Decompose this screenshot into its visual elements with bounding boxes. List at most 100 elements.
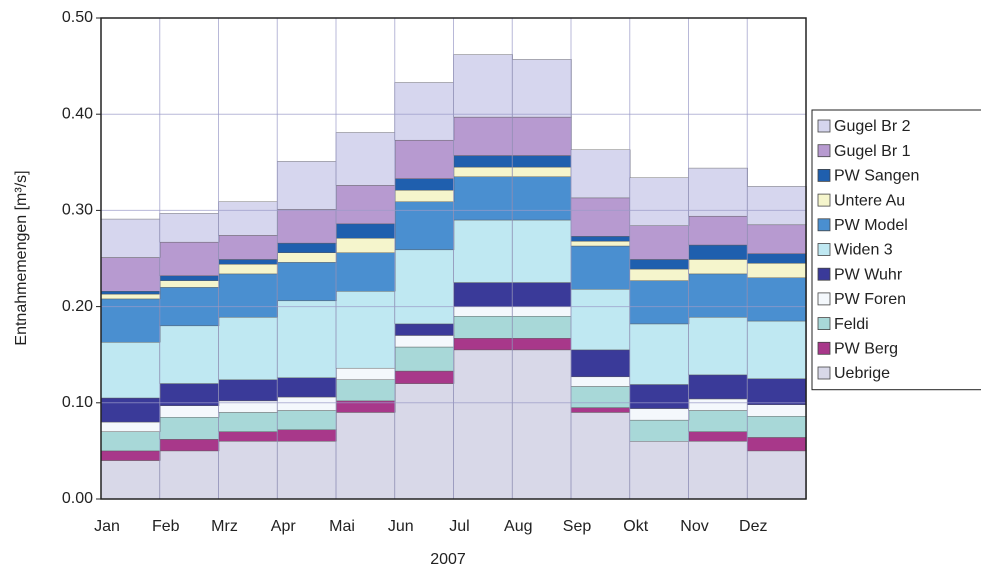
area-segment <box>629 419 690 442</box>
y-tick-label: 0.00 <box>62 490 93 507</box>
area-segment <box>688 215 748 246</box>
area-segment <box>570 349 631 378</box>
area-segment <box>570 240 631 247</box>
x-tick-label: Jan <box>94 518 120 535</box>
area-segment <box>159 450 220 500</box>
x-axis-label: 2007 <box>430 551 466 568</box>
area-segment <box>688 259 748 275</box>
area-segment <box>218 412 278 432</box>
legend-label: PW Sangen <box>834 168 919 185</box>
area-segment <box>218 273 278 318</box>
area-segment <box>335 412 396 500</box>
legend-swatch <box>817 144 831 158</box>
x-tick-label: Apr <box>271 518 297 535</box>
y-tick-label: 0.20 <box>62 298 93 315</box>
area-segment <box>512 306 572 317</box>
area-segment <box>688 398 748 411</box>
area-segment <box>335 185 396 225</box>
area-segment <box>747 186 807 226</box>
area-segment <box>394 335 455 348</box>
area-segment <box>747 224 807 254</box>
area-segment <box>688 316 748 376</box>
area-segment <box>453 338 513 351</box>
area-segment <box>277 429 337 442</box>
area-segment <box>277 410 337 430</box>
legend-frame <box>811 109 981 391</box>
area-segment <box>335 379 396 402</box>
area-segment <box>100 293 161 300</box>
area-segment <box>629 384 690 409</box>
area-segment <box>394 249 455 325</box>
legend-swatch <box>817 366 831 380</box>
area-segment <box>570 245 631 290</box>
area-segment <box>159 241 220 277</box>
area-segment <box>688 273 748 318</box>
area-segment <box>159 417 220 440</box>
area-segment <box>453 155 513 168</box>
legend-swatch <box>817 317 831 331</box>
area-segment <box>100 298 161 343</box>
area-segment <box>277 209 337 244</box>
area-segment <box>159 213 220 243</box>
area-segment <box>159 439 220 452</box>
area-segment <box>394 82 455 141</box>
area-segment <box>277 242 337 253</box>
area-segment <box>218 264 278 275</box>
area-segment <box>453 316 513 339</box>
y-tick-label: 0.50 <box>62 9 93 26</box>
legend-label: Feldi <box>834 316 869 333</box>
area-segment <box>629 268 690 281</box>
area-segment <box>570 386 631 408</box>
legend-label: Widen 3 <box>834 242 893 259</box>
legend-swatch <box>817 292 831 306</box>
y-tick-label: 0.40 <box>62 105 93 122</box>
area-segment <box>218 235 278 260</box>
area-segment <box>277 441 337 500</box>
area-segment <box>277 396 337 411</box>
area-segment <box>747 277 807 322</box>
legend-swatch <box>817 168 831 182</box>
area-segment <box>159 275 220 281</box>
area-segment <box>747 404 807 417</box>
area-segment <box>453 116 513 156</box>
legend-swatch <box>817 218 831 232</box>
area-segment <box>453 219 513 283</box>
area-segment <box>688 374 748 400</box>
x-tick-label: Mai <box>329 518 355 535</box>
legend-label: PW Wuhr <box>834 266 903 283</box>
area-segment <box>512 176 572 221</box>
area-segment <box>453 349 513 500</box>
area-segment <box>570 236 631 242</box>
legend-swatch <box>817 341 831 355</box>
area-segment <box>100 397 161 423</box>
area-segment <box>394 178 455 191</box>
area-segment <box>100 460 161 500</box>
area-segment <box>570 149 631 199</box>
legend-label: PW Foren <box>834 291 906 308</box>
y-axis-label: Entnahmemengen [m³/s] <box>13 170 30 345</box>
plot-frame <box>100 17 807 500</box>
area-segment <box>512 219 572 283</box>
area-segment <box>747 416 807 438</box>
area-segment <box>335 291 396 369</box>
area-segment <box>747 253 807 264</box>
y-tick-label: 0.30 <box>62 202 93 219</box>
area-segment <box>570 197 631 237</box>
x-tick-label: Aug <box>504 518 532 535</box>
legend-label: PW Berg <box>834 341 898 358</box>
area-segment <box>747 263 807 278</box>
area-segment <box>629 441 690 500</box>
x-tick-label: Sep <box>563 518 592 535</box>
area-segment <box>335 132 396 186</box>
x-tick-label: Jul <box>449 518 469 535</box>
area-segment <box>277 377 337 398</box>
area-segment <box>688 244 748 260</box>
area-segment <box>629 323 690 385</box>
area-segment <box>394 189 455 202</box>
area-segment <box>335 223 396 239</box>
area-segment <box>100 291 161 295</box>
area-segment <box>688 431 748 442</box>
legend-swatch <box>817 193 831 207</box>
legend-swatch <box>817 243 831 256</box>
